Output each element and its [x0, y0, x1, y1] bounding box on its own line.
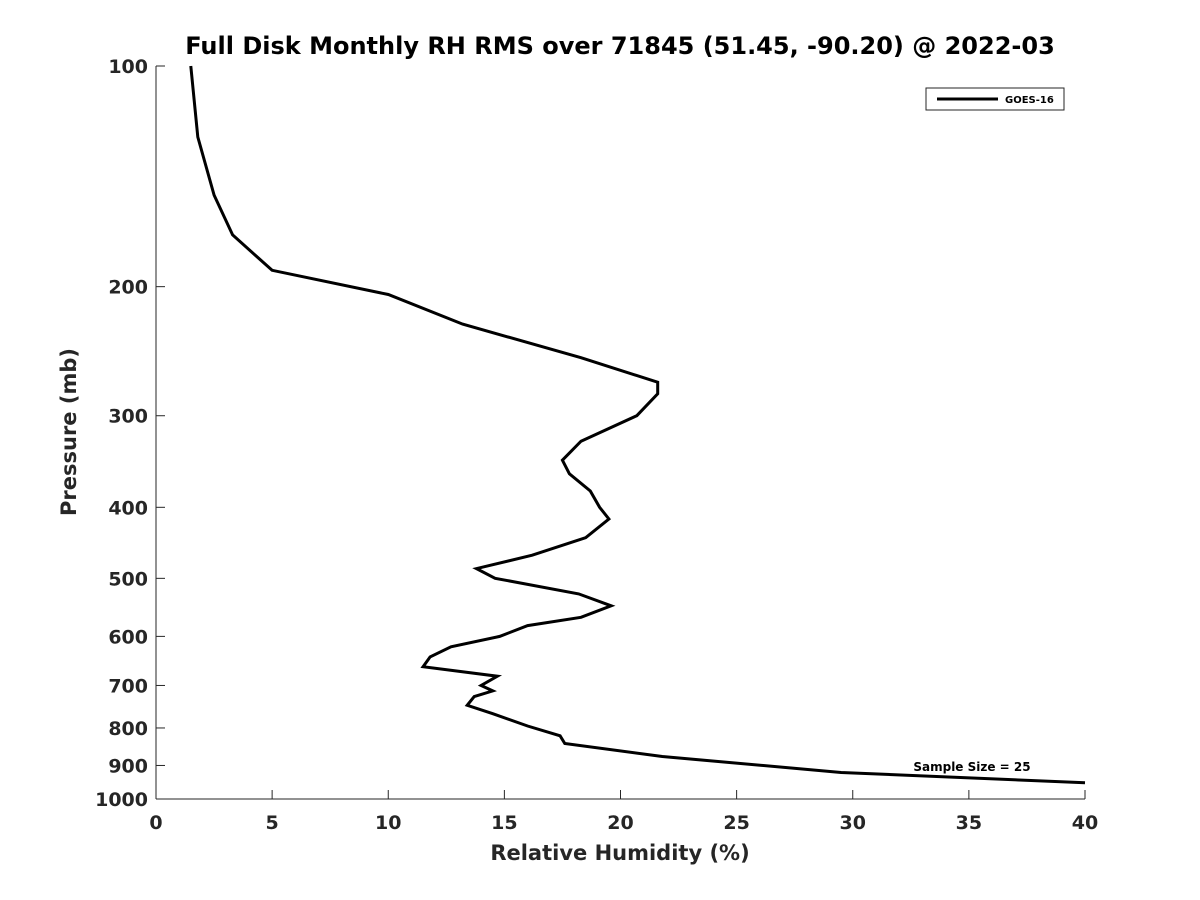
sample-size-annotation: Sample Size = 25 [913, 760, 1030, 774]
y-tick-label: 200 [108, 277, 148, 299]
legend-entry-goes-16: GOES-16 [1005, 95, 1054, 106]
x-tick-label: 25 [723, 812, 749, 834]
x-tick-label: 20 [607, 812, 633, 834]
x-tick-label: 15 [491, 812, 517, 834]
series-layer [189, 65, 1086, 785]
x-tick-label: 5 [266, 812, 279, 834]
x-tick-label: 40 [1072, 812, 1098, 834]
y-tick-label: 1000 [95, 789, 148, 811]
legend: GOES-16 [925, 87, 1065, 111]
x-ticks: 0 5 10 15 20 25 30 35 40 [149, 790, 1098, 834]
series-line-goes-16 [189, 65, 1086, 785]
x-tick-label: 0 [149, 812, 162, 834]
y-axis-label: Pressure (mb) [57, 348, 81, 516]
y-tick-label: 400 [108, 497, 148, 519]
axes: 0 5 10 15 20 25 30 35 40 100 200 300 400 500 600 700 80… [95, 56, 1098, 834]
x-tick-label: 30 [840, 812, 866, 834]
y-ticks: 100 200 300 400 500 600 700 800 900 1000 [95, 56, 165, 811]
y-tick-label: 100 [108, 56, 148, 78]
x-tick-label: 10 [375, 812, 401, 834]
chart-title: Full Disk Monthly RH RMS over 71845 (51.… [185, 32, 1055, 60]
y-tick-label: 800 [108, 718, 148, 740]
x-tick-label: 35 [956, 812, 982, 834]
y-tick-label: 600 [108, 626, 148, 648]
x-axis-label: Relative Humidity (%) [490, 841, 749, 865]
y-tick-label: 900 [108, 755, 148, 777]
y-tick-label: 300 [108, 406, 148, 428]
y-tick-label: 700 [108, 675, 148, 697]
y-tick-label: 500 [108, 568, 148, 590]
